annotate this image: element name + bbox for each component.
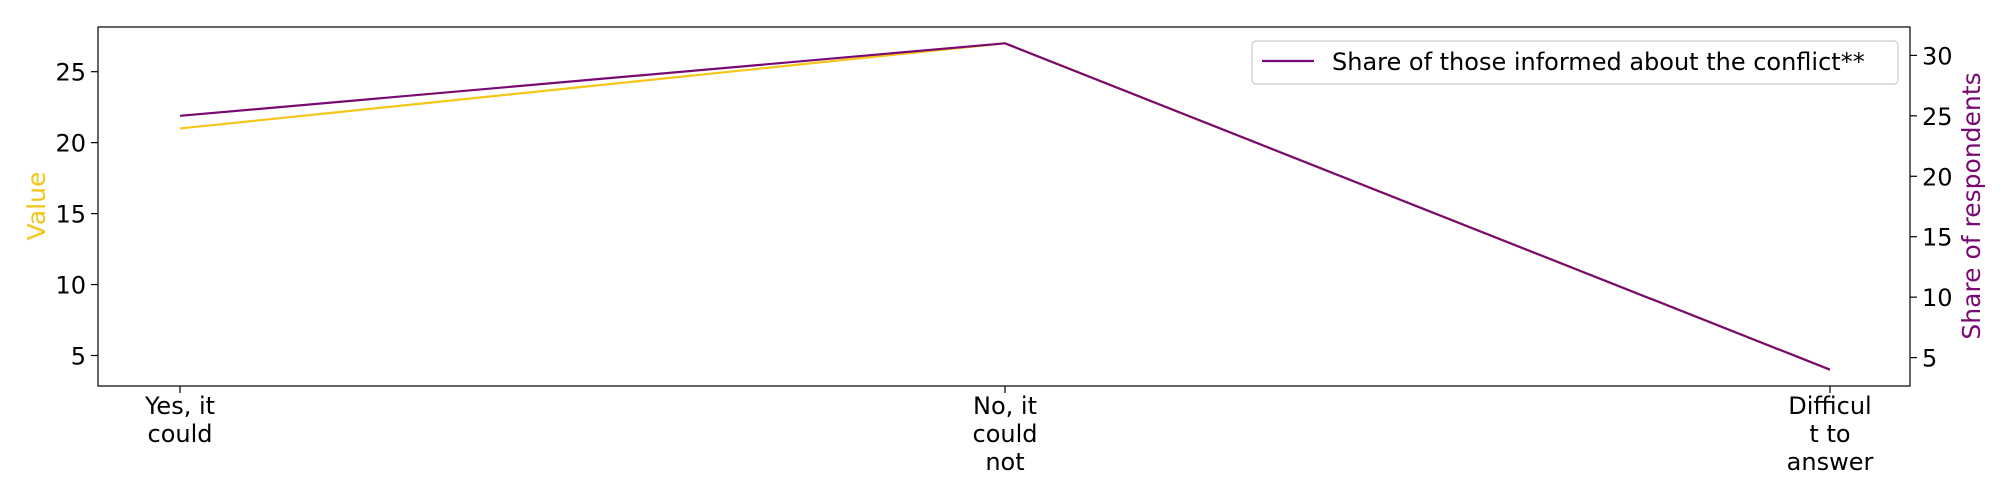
right-tick-label: 10 [1922,284,1953,312]
right-y-axis: 5 10 15 20 25 30 [1910,42,1953,373]
series-line-share-of-respondents [179,42,1831,371]
left-tick-label: 10 [55,272,86,300]
x-tick-label: Difficul t to answer [1787,392,1874,476]
left-y-axis-label: Value [22,172,51,241]
right-tick-label: 15 [1922,224,1953,252]
right-y-axis-label: Share of respondents [1957,72,1986,339]
legend: Share of those informed about the confli… [1251,40,1899,85]
x-tick-label: No, it could not [973,392,1038,476]
legend-box [1251,40,1899,85]
right-tick-label: 25 [1922,103,1953,131]
plot-area [97,26,1911,387]
left-tick-label: 5 [71,342,86,370]
series-lines [179,42,1831,371]
left-tick-label: 20 [55,130,86,158]
right-tick-label: 30 [1922,42,1953,70]
right-tick-label: 5 [1922,345,1937,373]
x-tick-label: Yes, it could [144,392,215,448]
left-tick-label: 15 [55,201,86,229]
left-tick-label: 25 [55,59,86,87]
x-axis: Yes, it could No, it could not Difficul t to an… [144,386,1874,476]
right-tick-label: 20 [1922,163,1953,191]
left-y-axis: 5 10 15 20 25 [55,59,98,370]
legend-label: Share of those informed about the confli… [1332,48,1865,76]
